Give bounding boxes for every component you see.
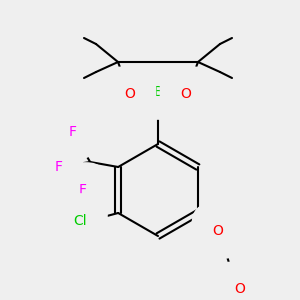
Text: O: O xyxy=(124,87,135,101)
Text: F: F xyxy=(78,183,86,197)
Text: O: O xyxy=(234,282,245,296)
Text: B: B xyxy=(153,85,163,99)
Text: Cl: Cl xyxy=(74,214,87,228)
Text: F: F xyxy=(68,125,76,139)
Text: O: O xyxy=(181,87,191,101)
Text: F: F xyxy=(54,160,62,174)
Text: O: O xyxy=(212,224,223,238)
